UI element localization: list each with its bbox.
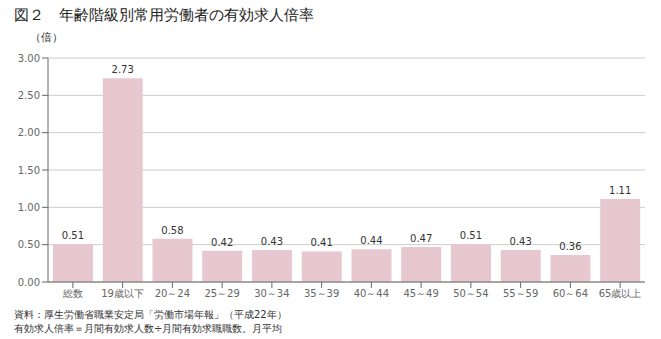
svg-text:総数: 総数 [62, 288, 83, 299]
html-text:資料：厚生労働省職業安定局「労働市場年報」（平成22年）: 資料：厚生労働省職業安定局「労働市場年報」（平成22年） [14, 309, 287, 320]
svg-text:19歳以下: 19歳以下 [101, 288, 144, 299]
svg-text:0.00: 0.00 [18, 277, 40, 288]
html-text:（倍）: （倍） [30, 31, 63, 44]
svg-text:35～39: 35～39 [304, 288, 339, 299]
svg-text:0.58: 0.58 [161, 225, 183, 236]
svg-text:50～54: 50～54 [453, 288, 488, 299]
svg-text:0.43: 0.43 [261, 236, 283, 247]
svg-text:0.41: 0.41 [311, 237, 333, 248]
svg-text:30～34: 30～34 [254, 288, 289, 299]
svg-text:55～59: 55～59 [503, 288, 538, 299]
svg-text:0.42: 0.42 [211, 237, 233, 248]
svg-text:0.50: 0.50 [18, 239, 40, 250]
svg-text:1.50: 1.50 [18, 165, 40, 176]
svg-text:45～49: 45～49 [403, 288, 438, 299]
svg-text:0.43: 0.43 [510, 236, 532, 247]
svg-text:2.73: 2.73 [112, 64, 134, 75]
svg-text:1.00: 1.00 [18, 202, 40, 213]
svg-text:65歳以上: 65歳以上 [599, 288, 642, 299]
svg-text:0.51: 0.51 [460, 230, 482, 241]
svg-text:1.11: 1.11 [609, 185, 631, 196]
svg-text:3.00: 3.00 [18, 53, 40, 64]
svg-text:0.44: 0.44 [360, 235, 382, 246]
svg-text:0.47: 0.47 [410, 233, 432, 244]
svg-text:20～24: 20～24 [155, 288, 190, 299]
svg-text:40～44: 40～44 [354, 288, 389, 299]
svg-text:0.36: 0.36 [559, 241, 581, 252]
svg-text:2.00: 2.00 [18, 127, 40, 138]
svg-text:0.51: 0.51 [62, 230, 84, 241]
svg-text:25～29: 25～29 [204, 288, 239, 299]
html-text:図２ 年齢階級別常用労働者の有効求人倍率: 図２ 年齢階級別常用労働者の有効求人倍率 [14, 6, 314, 24]
html-text:有効求人倍率＝月間有効求人数÷月間有効求職職数。月平均: 有効求人倍率＝月間有効求人数÷月間有効求職職数。月平均 [14, 323, 283, 334]
svg-text:60～64: 60～64 [553, 288, 588, 299]
svg-text:2.50: 2.50 [18, 90, 40, 101]
